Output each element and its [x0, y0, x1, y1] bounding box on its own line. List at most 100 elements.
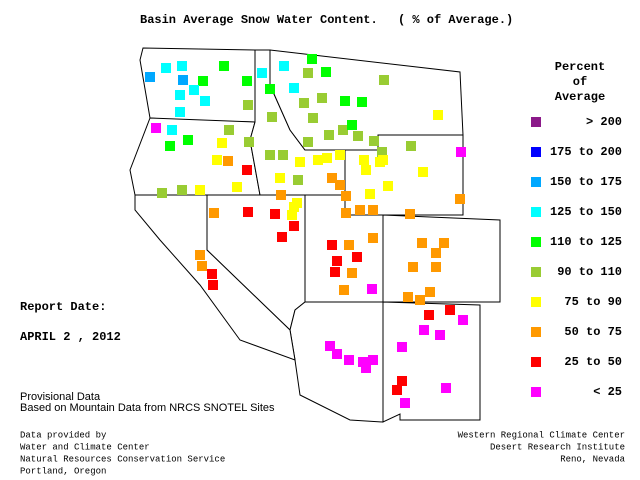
station [276, 190, 286, 200]
station [383, 181, 393, 191]
station [415, 295, 425, 305]
legend-label: 150 to 175 [550, 175, 622, 189]
provisional: Provisional Data [20, 391, 101, 403]
station [341, 191, 351, 201]
station [377, 147, 387, 157]
station [243, 207, 253, 217]
station [295, 157, 305, 167]
station [403, 292, 413, 302]
station [317, 93, 327, 103]
station [183, 135, 193, 145]
station [223, 156, 233, 166]
station [352, 252, 362, 262]
station [277, 232, 287, 242]
legend-swatch [531, 327, 541, 337]
station [367, 284, 377, 294]
station [197, 261, 207, 271]
station [175, 107, 185, 117]
legend-swatch [531, 177, 541, 187]
legend-swatch [531, 207, 541, 217]
station [355, 205, 365, 215]
station [177, 61, 187, 71]
legend-label: 175 to 200 [550, 145, 622, 159]
legend-label: 25 to 50 [564, 355, 622, 369]
states [129, 47, 501, 423]
station [375, 157, 385, 167]
station [270, 209, 280, 219]
station [177, 185, 187, 195]
legend-label: < 25 [593, 385, 622, 399]
legend-swatch [531, 387, 541, 397]
station [161, 63, 171, 73]
station [359, 155, 369, 165]
station [365, 189, 375, 199]
station [219, 61, 229, 71]
footer-left: Water and Climate Center [20, 442, 150, 452]
station [265, 150, 275, 160]
station [458, 315, 468, 325]
station [445, 305, 455, 315]
station [165, 141, 175, 151]
station [327, 240, 337, 250]
station [419, 325, 429, 335]
station [321, 67, 331, 77]
subtitle: ( % of Average.) [398, 13, 513, 27]
station [313, 155, 323, 165]
station [400, 398, 410, 408]
legend-label: 125 to 150 [550, 205, 622, 219]
footer-right: Reno, Nevada [560, 454, 625, 464]
station [425, 287, 435, 297]
station [212, 155, 222, 165]
station [358, 357, 368, 367]
station [198, 76, 208, 86]
station [330, 267, 340, 277]
legend-label: 50 to 75 [564, 325, 622, 339]
station [439, 238, 449, 248]
legend-swatch [531, 267, 541, 277]
footer-right: Desert Research Institute [490, 442, 625, 452]
station [361, 363, 371, 373]
station [433, 110, 443, 120]
legend-swatch [531, 357, 541, 367]
legend-title: Average [555, 90, 605, 104]
station [244, 137, 254, 147]
station [307, 54, 317, 64]
station [279, 61, 289, 71]
station [325, 341, 335, 351]
station [338, 125, 348, 135]
station [303, 137, 313, 147]
station [195, 250, 205, 260]
legend-label: > 200 [586, 115, 622, 129]
station [224, 125, 234, 135]
station [361, 165, 371, 175]
station [208, 280, 218, 290]
station [324, 130, 334, 140]
station [456, 147, 466, 157]
station [368, 355, 378, 365]
legend-label: 110 to 125 [550, 235, 622, 249]
legend-label: 75 to 90 [564, 295, 622, 309]
station [327, 173, 337, 183]
state [382, 301, 481, 423]
legend-label: 90 to 110 [557, 265, 622, 279]
station [292, 198, 302, 208]
legend-swatch [531, 147, 541, 157]
station [195, 185, 205, 195]
station [243, 100, 253, 110]
station [293, 175, 303, 185]
station [441, 383, 451, 393]
station [232, 182, 242, 192]
station [405, 209, 415, 219]
station [287, 210, 297, 220]
station [455, 194, 465, 204]
station [408, 262, 418, 272]
report-label: Report Date: [20, 300, 106, 314]
station [397, 342, 407, 352]
station [379, 75, 389, 85]
station [341, 208, 351, 218]
legend-swatch [531, 117, 541, 127]
station [431, 262, 441, 272]
station [369, 136, 379, 146]
station [178, 75, 188, 85]
